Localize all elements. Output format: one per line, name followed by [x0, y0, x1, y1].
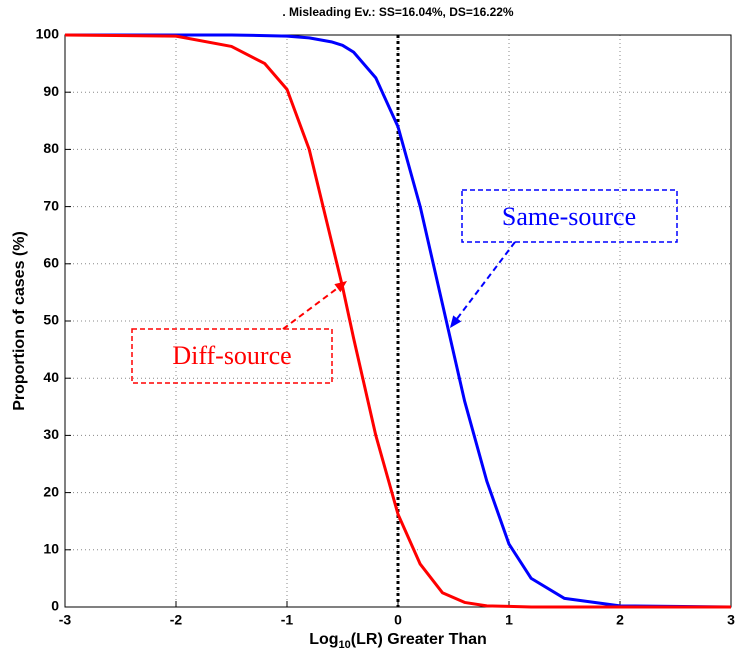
- x-tick-label: -1: [281, 612, 294, 628]
- annotation-box: [131, 328, 333, 384]
- y-tick-label: 30: [43, 426, 59, 442]
- annotation-arrow: [449, 241, 516, 329]
- x-tick-label: 1: [505, 612, 513, 628]
- annotation-box: [461, 189, 678, 243]
- x-tick-label: 3: [727, 612, 735, 628]
- chart-title: . Misleading Ev.: SS=16.04%, DS=16.22%: [282, 5, 514, 19]
- series-line: [65, 33, 732, 609]
- y-tick-label: 60: [43, 255, 59, 271]
- x-tick-label: -3: [59, 612, 72, 628]
- x-axis-label: Log10(LR) Greater Than: [309, 631, 487, 651]
- y-tick-label: 90: [43, 83, 59, 99]
- arrow-head: [450, 315, 462, 328]
- y-tick-label: 20: [43, 483, 59, 499]
- y-tick-label: 10: [43, 541, 59, 557]
- y-axis-label: Proportion of cases (%): [11, 231, 28, 411]
- annotation-text: Same-source: [502, 202, 636, 231]
- annotation-text: Diff-source: [172, 341, 291, 370]
- x-label-subscript: 10: [339, 639, 351, 651]
- y-tick-label: 40: [43, 369, 59, 385]
- series-line: [64, 33, 731, 609]
- annotation-arrow: [282, 280, 348, 330]
- y-tick-label: 50: [43, 312, 59, 328]
- y-tick-label: 80: [43, 140, 59, 156]
- x-tick-label: 2: [616, 612, 624, 628]
- x-tick-label: 0: [394, 612, 402, 628]
- y-tick-label: 70: [43, 197, 59, 213]
- y-tick-label: 0: [51, 598, 59, 614]
- x-tick-label: -2: [170, 612, 183, 628]
- y-tick-label: 100: [36, 26, 60, 42]
- arrow-head: [334, 281, 347, 293]
- x-label-part: (LR) Greater Than: [351, 631, 487, 648]
- x-label-part: Log: [309, 631, 338, 648]
